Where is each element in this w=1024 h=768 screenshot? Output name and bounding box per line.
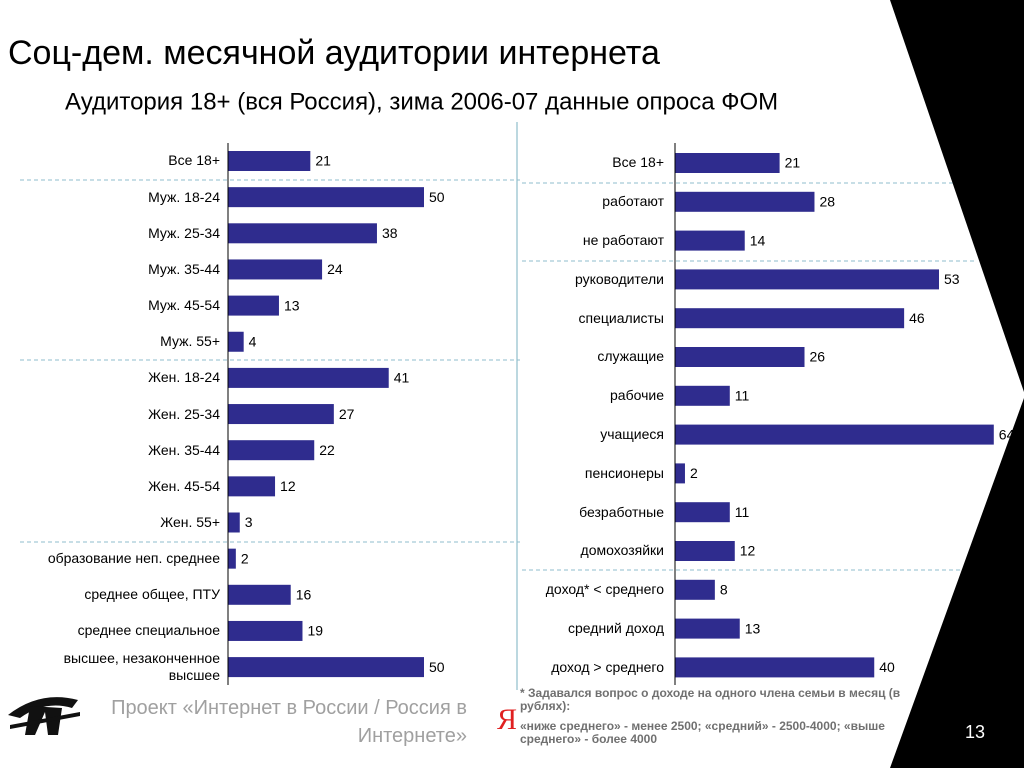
bar	[675, 153, 780, 173]
category-label: Муж. 18-24	[148, 188, 220, 205]
bar	[675, 308, 905, 329]
category-label: Жен. 55+	[160, 513, 220, 530]
value-label: 41	[394, 370, 410, 386]
value-label: 40	[879, 659, 895, 675]
value-label: 26	[810, 349, 826, 365]
bar	[228, 223, 377, 244]
value-label: 11	[735, 504, 750, 520]
category-label: высшее, незаконченное высшее	[63, 650, 220, 684]
bar	[228, 657, 424, 678]
value-label: 16	[296, 587, 312, 603]
value-label: 2	[241, 550, 249, 566]
decor-shape	[890, 0, 1024, 392]
footer: Проект «Интернет в России / Россия в Инт…	[111, 697, 467, 747]
category-label: Жен. 25-34	[148, 405, 220, 422]
bar	[228, 259, 323, 280]
bar	[675, 191, 815, 212]
bar	[675, 230, 745, 251]
yandex-logo: Я	[497, 703, 517, 736]
category-label: Муж. 35-44	[148, 260, 220, 277]
value-label: 24	[327, 261, 343, 277]
category-label: Муж. 25-34	[148, 224, 220, 241]
category-label: Все 18+	[612, 154, 664, 171]
category-label: Муж. 55+	[160, 333, 220, 350]
bar	[228, 404, 334, 425]
value-label: 11	[735, 388, 750, 404]
value-label: 8	[720, 582, 728, 598]
bar	[228, 584, 291, 605]
category-label: безработные	[579, 503, 664, 520]
category-label: образование неп. среднее	[47, 550, 220, 567]
category-label: доход > среднего	[551, 658, 664, 675]
bar	[675, 579, 715, 600]
bar	[228, 548, 236, 569]
category-label: среднее специальное	[77, 622, 220, 639]
bar	[675, 424, 994, 445]
category-label: учащиеся	[600, 426, 664, 443]
value-label: 22	[319, 442, 335, 458]
bar	[675, 618, 740, 639]
bar	[228, 367, 389, 388]
value-label: 13	[284, 297, 300, 313]
group-separators	[20, 179, 975, 571]
logo	[8, 697, 80, 735]
category-label: руководители	[574, 270, 664, 287]
value-label: 50	[429, 189, 445, 205]
value-label: 14	[750, 232, 766, 248]
category-label: средний доход	[568, 620, 664, 637]
value-label: 50	[429, 659, 445, 675]
category-label: пенсионеры	[584, 464, 664, 481]
category-label: домохозяйки	[580, 542, 664, 559]
category-label: Все 18+	[168, 152, 220, 169]
category-label: Муж. 45-54	[148, 297, 220, 314]
title: Соц-дем. месячной аудитории интернета	[8, 34, 660, 72]
value-label: 46	[909, 310, 925, 326]
value-label: 3	[245, 514, 253, 530]
category-label: Жен. 45-54	[148, 477, 220, 494]
value-label: 13	[745, 620, 761, 636]
footnote: * Задавался вопрос о доходе на одного чл…	[520, 686, 901, 713]
subtitle: Аудитория 18+ (вся Россия), зима 2006-07…	[65, 88, 778, 115]
category-label: служащие	[597, 348, 664, 365]
bar	[228, 295, 279, 316]
bar	[228, 476, 276, 497]
value-label: 4	[249, 333, 257, 349]
bar	[228, 620, 303, 641]
value-label: 53	[944, 271, 960, 287]
bar	[675, 385, 730, 406]
category-label: Жен. 35-44	[148, 441, 220, 458]
value-label: 28	[819, 194, 835, 210]
value-label: 21	[785, 155, 801, 171]
bar	[228, 151, 311, 171]
value-label: 12	[280, 478, 296, 494]
value-label: 38	[382, 225, 398, 241]
category-label: не работают	[582, 232, 664, 249]
category-label: рабочие	[610, 387, 664, 404]
category-label: работают	[602, 193, 664, 210]
bar	[675, 463, 685, 484]
bar	[228, 440, 315, 461]
value-label: 27	[339, 406, 355, 422]
decor-shape	[890, 398, 1024, 768]
value-label: 21	[315, 153, 331, 169]
bar	[228, 331, 244, 352]
value-label: 2	[690, 465, 698, 481]
value-label: 19	[307, 623, 323, 639]
bar	[675, 269, 939, 290]
category-label: специалисты	[578, 309, 664, 326]
category-label: доход* < среднего	[545, 581, 664, 598]
category-label: Жен. 18-24	[148, 369, 220, 386]
bar	[228, 512, 240, 533]
bar	[228, 187, 424, 208]
bar	[675, 347, 805, 367]
category-label: среднее общее, ПТУ	[84, 586, 220, 603]
bar	[675, 657, 875, 678]
footnote: «ниже среднего» - менее 2500; «средний» …	[520, 719, 885, 746]
page-number: 13	[965, 722, 985, 742]
bar	[675, 502, 730, 523]
bar	[675, 541, 735, 561]
value-label: 12	[740, 543, 756, 559]
